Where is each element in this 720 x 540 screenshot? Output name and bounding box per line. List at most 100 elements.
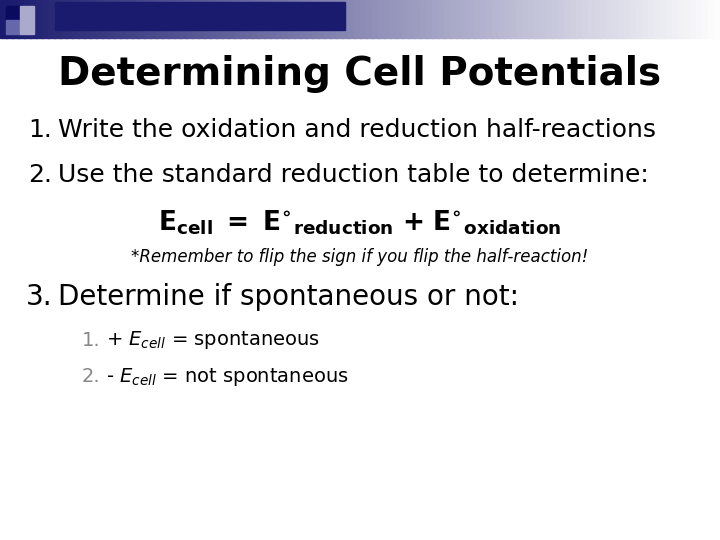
Bar — [432, 0, 439, 38]
Bar — [498, 0, 505, 38]
Text: 3.: 3. — [25, 283, 52, 311]
Bar — [546, 0, 553, 38]
Bar — [6, 20, 20, 34]
Bar — [90, 0, 97, 38]
Text: 2.: 2. — [81, 368, 100, 387]
Bar — [114, 0, 121, 38]
Bar — [714, 0, 720, 38]
Bar — [174, 0, 181, 38]
Bar — [102, 0, 109, 38]
Bar — [618, 0, 625, 38]
Bar — [60, 0, 67, 38]
Bar — [426, 0, 433, 38]
Bar — [462, 0, 469, 38]
Bar — [168, 0, 175, 38]
Bar — [336, 0, 343, 38]
Bar — [528, 0, 535, 38]
Bar — [504, 0, 511, 38]
Bar — [186, 0, 193, 38]
Bar — [486, 0, 493, 38]
Bar — [264, 0, 271, 38]
Bar — [372, 0, 379, 38]
Bar — [30, 0, 37, 38]
Text: Use the standard reduction table to determine:: Use the standard reduction table to dete… — [58, 163, 649, 187]
Bar — [276, 0, 283, 38]
Bar — [480, 0, 487, 38]
Bar — [144, 0, 151, 38]
Bar — [666, 0, 673, 38]
Bar — [66, 0, 73, 38]
Bar — [24, 0, 31, 38]
Bar — [588, 0, 595, 38]
Bar — [198, 0, 205, 38]
Bar — [132, 0, 139, 38]
Bar — [228, 0, 235, 38]
Bar — [366, 0, 373, 38]
Bar — [354, 0, 361, 38]
Bar — [300, 0, 307, 38]
Bar — [660, 0, 667, 38]
Bar — [612, 0, 619, 38]
Bar — [516, 0, 523, 38]
Text: 1.: 1. — [81, 330, 100, 349]
Bar — [540, 0, 547, 38]
Bar — [180, 0, 187, 38]
Bar — [36, 0, 43, 38]
Text: 2.: 2. — [28, 163, 52, 187]
Bar — [654, 0, 661, 38]
Bar — [348, 0, 355, 38]
Bar — [252, 0, 259, 38]
Bar — [510, 0, 517, 38]
Bar — [270, 0, 277, 38]
Bar — [6, 0, 13, 38]
Bar — [600, 0, 607, 38]
Bar — [582, 0, 589, 38]
Bar — [55, 2, 345, 30]
Bar — [294, 0, 301, 38]
Bar — [408, 0, 415, 38]
Text: $\mathbf{E}_{\mathbf{cell}}$ $\mathbf{=}$ $\mathbf{E^{\circ}}_{\mathbf{reduction: $\mathbf{E}_{\mathbf{cell}}$ $\mathbf{=}… — [158, 209, 562, 237]
Bar — [678, 0, 685, 38]
Text: + $E_{cell}$ = spontaneous: + $E_{cell}$ = spontaneous — [106, 329, 320, 351]
Bar — [522, 0, 529, 38]
Bar — [630, 0, 637, 38]
Bar — [312, 0, 319, 38]
Bar — [606, 0, 613, 38]
Bar — [702, 0, 709, 38]
Bar — [558, 0, 565, 38]
Bar — [474, 0, 481, 38]
Bar — [0, 0, 7, 38]
Bar — [288, 0, 295, 38]
Bar — [20, 6, 34, 20]
Bar — [414, 0, 421, 38]
Bar — [54, 0, 61, 38]
Bar — [258, 0, 265, 38]
Bar — [48, 0, 55, 38]
Bar — [240, 0, 247, 38]
Bar — [360, 0, 367, 38]
Bar — [42, 0, 49, 38]
Bar — [78, 0, 85, 38]
Bar — [12, 0, 19, 38]
Bar — [648, 0, 655, 38]
Bar — [534, 0, 541, 38]
Bar — [696, 0, 703, 38]
Bar — [108, 0, 115, 38]
Text: Determining Cell Potentials: Determining Cell Potentials — [58, 55, 662, 93]
Bar — [126, 0, 133, 38]
Bar — [222, 0, 229, 38]
Bar — [636, 0, 643, 38]
Bar — [594, 0, 601, 38]
Bar — [642, 0, 649, 38]
Bar — [18, 0, 25, 38]
Bar — [162, 0, 169, 38]
Bar — [6, 6, 20, 20]
Bar — [420, 0, 427, 38]
Bar — [96, 0, 103, 38]
Bar — [690, 0, 697, 38]
Text: Write the oxidation and reduction half-reactions: Write the oxidation and reduction half-r… — [58, 118, 656, 142]
Bar — [402, 0, 409, 38]
Text: *Remember to flip the sign if you flip the half-reaction!: *Remember to flip the sign if you flip t… — [131, 248, 589, 266]
Bar — [672, 0, 679, 38]
Bar — [456, 0, 463, 38]
